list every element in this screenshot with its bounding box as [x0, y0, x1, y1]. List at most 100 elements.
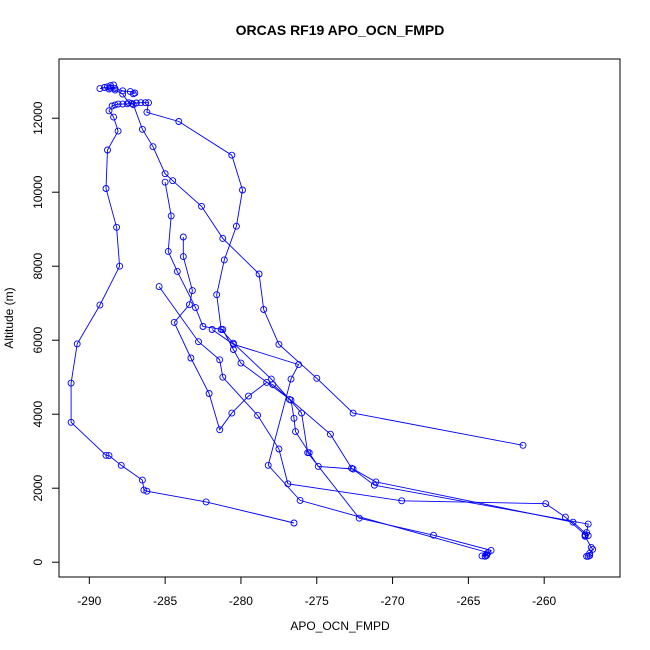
- data-point: [131, 89, 139, 97]
- y-tick-label: 2000: [31, 475, 45, 502]
- data-point: [185, 301, 193, 309]
- data-point: [128, 99, 136, 107]
- data-point: [170, 318, 178, 326]
- data-point: [275, 445, 283, 453]
- x-axis: -290 -285 -280 -275 -270 -265 -260: [77, 577, 557, 608]
- data-point: [219, 234, 227, 242]
- data-point: [483, 550, 491, 558]
- y-tick-label: 12000: [31, 101, 45, 135]
- data-point: [237, 359, 245, 367]
- data-point: [372, 478, 380, 486]
- x-tick-label: -260: [532, 594, 556, 608]
- data-point: [232, 222, 240, 230]
- data-point: [260, 306, 268, 313]
- data-point: [216, 426, 224, 434]
- data-point: [263, 378, 271, 386]
- data-point: [228, 409, 236, 417]
- data-point: [138, 476, 146, 484]
- data-point: [292, 428, 299, 436]
- series-line: [173, 237, 589, 536]
- y-axis-label: Altitude (m): [2, 287, 16, 348]
- series-line: [70, 102, 492, 557]
- y-tick-label: 8000: [31, 253, 45, 280]
- data-point: [114, 100, 122, 108]
- data-point: [179, 253, 187, 261]
- data-point: [104, 146, 111, 154]
- x-tick-label: -280: [229, 594, 253, 608]
- data-point: [161, 170, 169, 178]
- data-point: [296, 496, 304, 504]
- data-point: [111, 85, 119, 93]
- y-tick-label: 6000: [31, 327, 45, 354]
- data-point: [298, 409, 306, 417]
- data-point: [198, 202, 205, 210]
- x-tick-label: -275: [305, 594, 329, 608]
- data-point: [581, 531, 589, 539]
- series-line: [158, 286, 586, 536]
- data-point: [101, 84, 108, 91]
- data-point: [290, 519, 298, 527]
- x-tick-label: -285: [153, 594, 177, 608]
- chart-title: ORCAS RF19 APO_OCN_FMPD: [236, 22, 445, 38]
- data-point: [105, 107, 113, 115]
- data-point: [216, 356, 224, 364]
- series-line: [99, 87, 136, 95]
- data-point: [149, 143, 157, 151]
- data-point: [586, 552, 594, 559]
- data-point: [110, 113, 118, 121]
- data-point: [542, 500, 550, 508]
- data-point: [114, 127, 122, 135]
- y-tick-label: 10000: [31, 175, 45, 209]
- data-point: [269, 381, 277, 389]
- series-line: [211, 329, 489, 557]
- data-point: [119, 87, 127, 95]
- x-tick-label: -290: [77, 594, 101, 608]
- data-point: [275, 340, 283, 348]
- data-point: [481, 552, 489, 560]
- data-point: [175, 118, 183, 125]
- data-point: [187, 354, 195, 362]
- y-tick-label: 4000: [31, 401, 45, 428]
- data-point: [117, 461, 125, 469]
- data-point: [143, 108, 151, 116]
- data-point: [213, 291, 221, 299]
- data-point: [108, 102, 116, 110]
- data-point: [287, 396, 295, 404]
- data-point: [326, 430, 334, 438]
- data-point: [179, 233, 187, 241]
- data-point: [192, 304, 199, 312]
- x-tick-label: -270: [381, 594, 405, 608]
- data-point: [104, 83, 111, 91]
- data-point: [219, 373, 227, 381]
- data-point: [208, 326, 216, 333]
- data-point: [169, 177, 177, 185]
- data-point: [73, 340, 81, 348]
- data-point: [584, 520, 592, 528]
- data-series: [67, 81, 597, 560]
- data-point: [202, 498, 210, 506]
- data-point: [140, 486, 148, 494]
- data-point: [561, 513, 569, 521]
- data-point: [188, 287, 196, 295]
- data-point: [129, 101, 137, 108]
- data-point: [96, 85, 104, 93]
- data-point: [229, 346, 237, 353]
- data-point: [126, 88, 134, 96]
- data-point: [145, 99, 152, 107]
- data-point: [287, 375, 295, 383]
- data-point: [164, 247, 172, 255]
- data-point: [430, 531, 437, 539]
- data-point: [195, 338, 202, 346]
- data-point: [220, 256, 228, 264]
- data-point: [113, 223, 121, 231]
- data-point: [239, 186, 246, 194]
- data-point: [102, 185, 110, 192]
- data-point: [199, 323, 207, 330]
- data-point: [161, 178, 169, 186]
- data-point: [102, 451, 110, 459]
- data-point: [67, 418, 75, 426]
- data-point: [519, 441, 527, 449]
- data-point: [264, 461, 272, 469]
- data-point: [290, 414, 298, 422]
